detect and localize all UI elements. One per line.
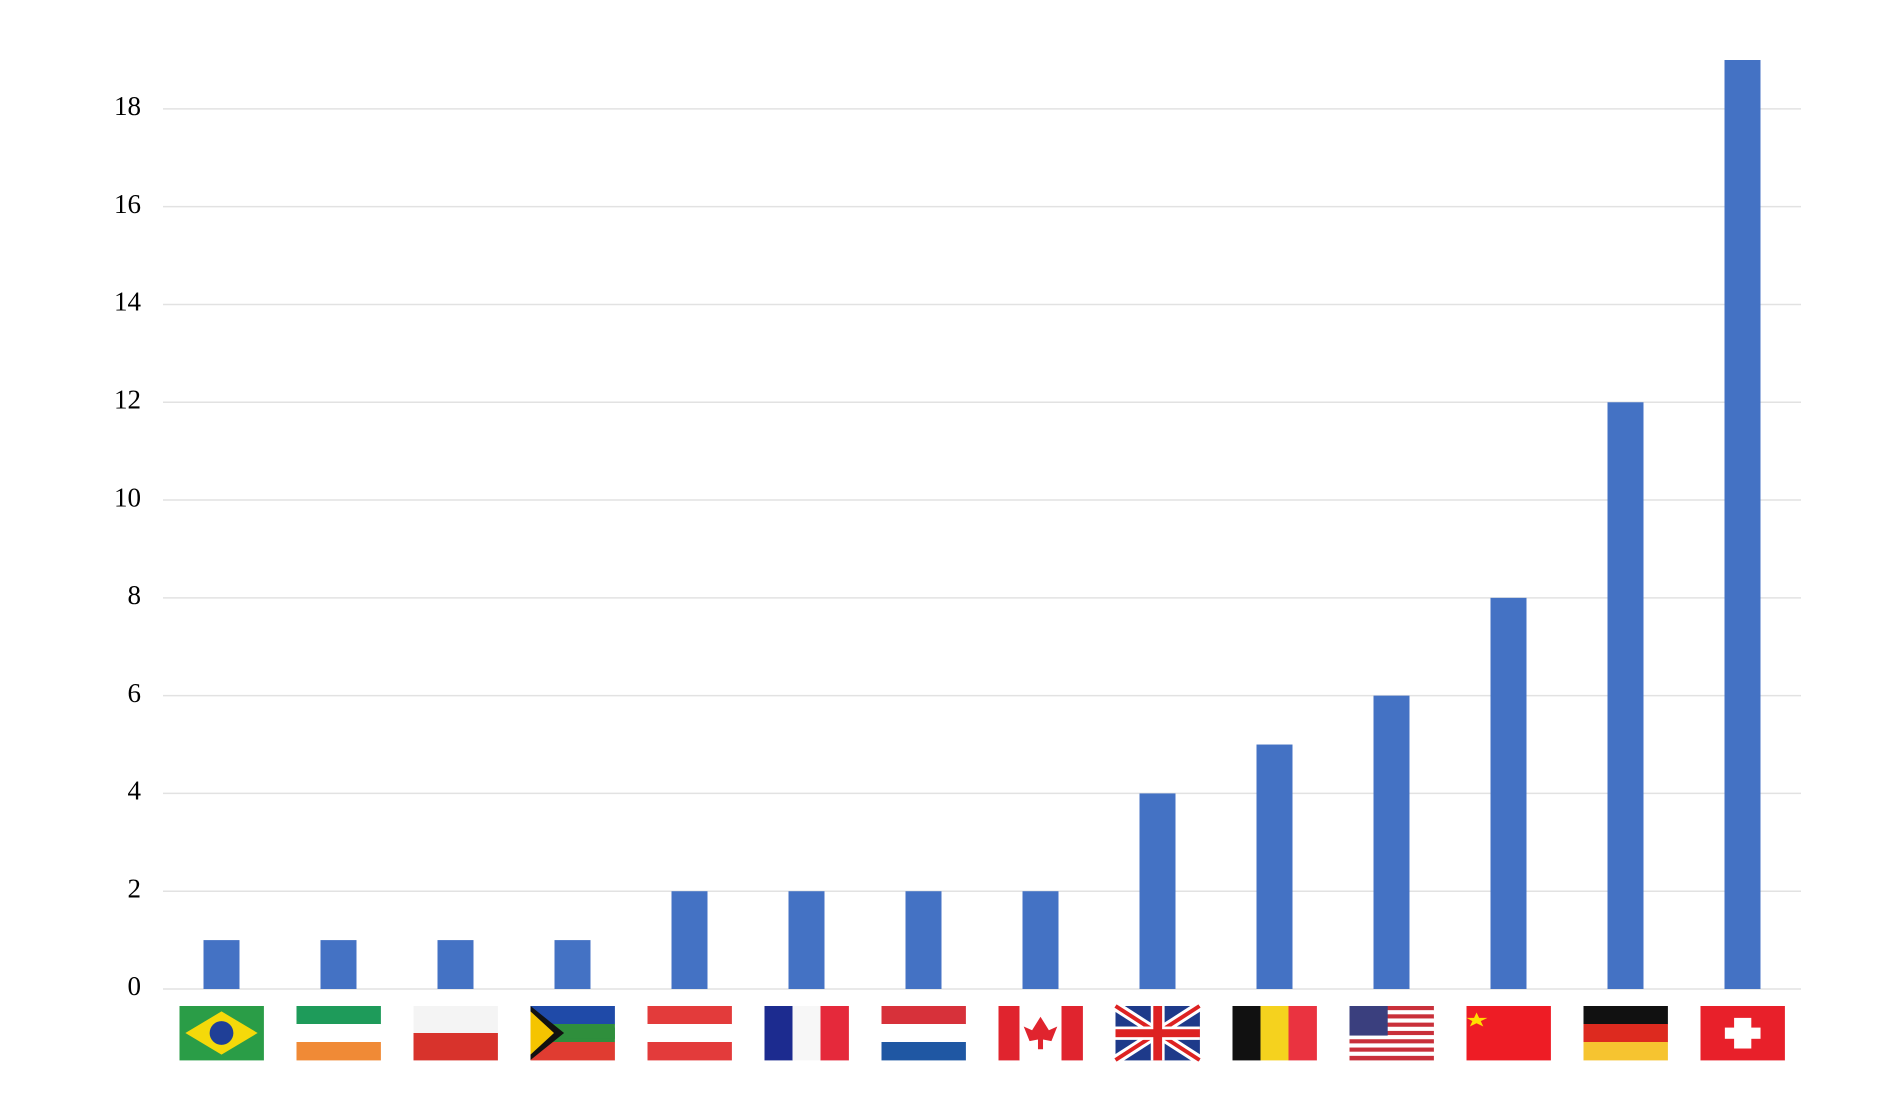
flag-part [1349,1051,1434,1057]
bar [554,940,591,989]
flag-icon [998,1006,1083,1061]
y-tick-label: 14 [114,287,142,317]
flag-part [1583,1024,1668,1043]
bar [1373,695,1410,989]
flag-part [1153,1006,1163,1061]
flag-icon [1349,1006,1434,1061]
flag-part [530,1011,555,1055]
flag-icon [881,1006,966,1061]
flag-part [413,1006,498,1034]
flag-icon [1700,1006,1785,1061]
flag-part [881,1024,966,1043]
flag-icon [1466,1006,1551,1061]
flag-part [296,1042,381,1061]
flag-part [1466,1006,1551,1061]
flag-icon [764,1006,849,1061]
flag-part [413,1033,498,1061]
flag-part [1349,1010,1434,1015]
flag-part [1349,1022,1434,1028]
flag-part [1232,1006,1261,1061]
bar [905,891,942,989]
flag-part [1349,1018,1434,1024]
y-tick-label: 12 [114,384,141,414]
bar [1022,891,1059,989]
flag-part [1349,1035,1434,1040]
flag-icon [1112,1001,1203,1065]
flag-icon [1232,1006,1317,1061]
flag-part [647,1006,732,1025]
flag-part [1260,1006,1289,1061]
bar [788,891,825,989]
y-tick-label: 6 [128,678,142,708]
y-tick-label: 8 [128,580,142,610]
y-tick-label: 18 [114,91,141,121]
bar [1256,744,1293,989]
flag-part [820,1006,849,1061]
bar [320,940,357,989]
flag-icon [647,1006,732,1061]
flag-icon [296,1006,381,1061]
flag-part [530,1027,615,1039]
flag-part [1349,1014,1434,1019]
flag-part [296,1006,381,1025]
flag-part [1288,1006,1317,1061]
flag-icon [179,1006,264,1061]
bar [671,891,708,989]
flag-part [1466,1012,1488,1027]
flag-part [1349,1026,1434,1032]
flag-part [1583,1006,1668,1025]
flag-part [647,1042,732,1061]
flag-part [209,1021,234,1045]
bar [437,940,474,989]
flag-part [1349,1055,1434,1061]
flag-part [1349,1047,1434,1053]
bar [1139,793,1176,989]
bar [1490,597,1527,989]
flag-part [1349,1043,1434,1048]
flag-part [881,1006,966,1025]
flag-part [1724,1027,1761,1039]
y-tick-label: 16 [114,189,141,219]
flag-part [792,1006,821,1061]
flag-part [1349,1006,1388,1036]
flag-part [764,1006,793,1061]
flag-part [530,1006,615,1025]
bar [1724,60,1761,989]
flag-icon [1583,1006,1668,1061]
flag-icon [413,1006,498,1061]
bar [203,940,240,989]
flag-part [881,1042,966,1061]
y-tick-label: 0 [128,971,142,1001]
flag-part [1023,1016,1058,1050]
flag-part [1349,1006,1434,1011]
flag-part [530,1042,615,1061]
y-tick-label: 10 [114,482,141,512]
flag-part [1349,1030,1434,1036]
flag-part [1061,1006,1083,1061]
flag-part [1583,1042,1668,1061]
bar [1607,402,1644,989]
y-tick-label: 4 [128,776,142,806]
flag-part [296,1024,381,1043]
flag-part [647,1024,732,1043]
y-tick-label: 2 [128,873,142,903]
flag-part [998,1006,1020,1061]
flag-icon [530,1006,615,1061]
flag-part [1349,1039,1434,1044]
